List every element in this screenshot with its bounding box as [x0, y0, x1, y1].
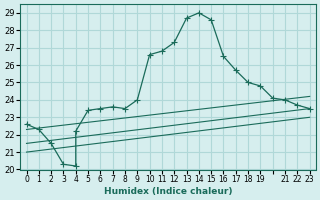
X-axis label: Humidex (Indice chaleur): Humidex (Indice chaleur): [104, 187, 232, 196]
